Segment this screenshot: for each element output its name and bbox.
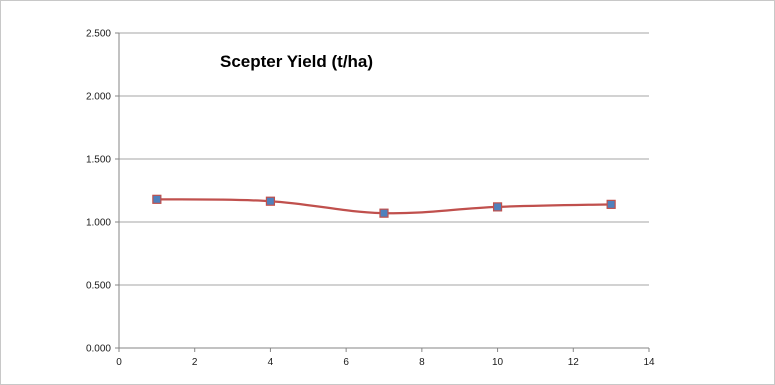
x-tick-label: 6	[343, 357, 349, 368]
x-tick-label: 2	[192, 357, 198, 368]
y-tick-labels: 0.000 0.500 1.000 1.500 2.000 2.500	[86, 29, 119, 355]
chart-title: Scepter Yield (t/ha)	[220, 52, 373, 71]
data-point-marker	[606, 199, 616, 209]
grid-lines	[119, 32, 649, 286]
y-tick-label: 1.500	[86, 155, 111, 166]
data-point-marker	[152, 194, 162, 204]
axes	[118, 33, 649, 349]
x-tick-label: 0	[116, 357, 122, 368]
y-tick-label: 2.500	[86, 29, 111, 40]
y-tick-label: 2.000	[86, 92, 111, 103]
y-tick-label: 1.000	[86, 218, 111, 229]
x-tick-label: 10	[492, 357, 504, 368]
data-point-marker	[492, 202, 503, 212]
data-point-marker	[379, 208, 389, 218]
x-tick-label: 8	[419, 357, 425, 368]
y-tick-label: 0.000	[86, 344, 111, 355]
x-tick-label: 12	[568, 357, 580, 368]
x-tick-label: 14	[643, 357, 655, 368]
data-point-marker	[265, 196, 276, 206]
x-tick-label: 4	[268, 357, 274, 368]
x-tick-labels: 0 2 4 6 8 10 12 14	[116, 348, 655, 368]
series-layer	[152, 194, 616, 218]
y-tick-label: 0.500	[86, 281, 111, 292]
